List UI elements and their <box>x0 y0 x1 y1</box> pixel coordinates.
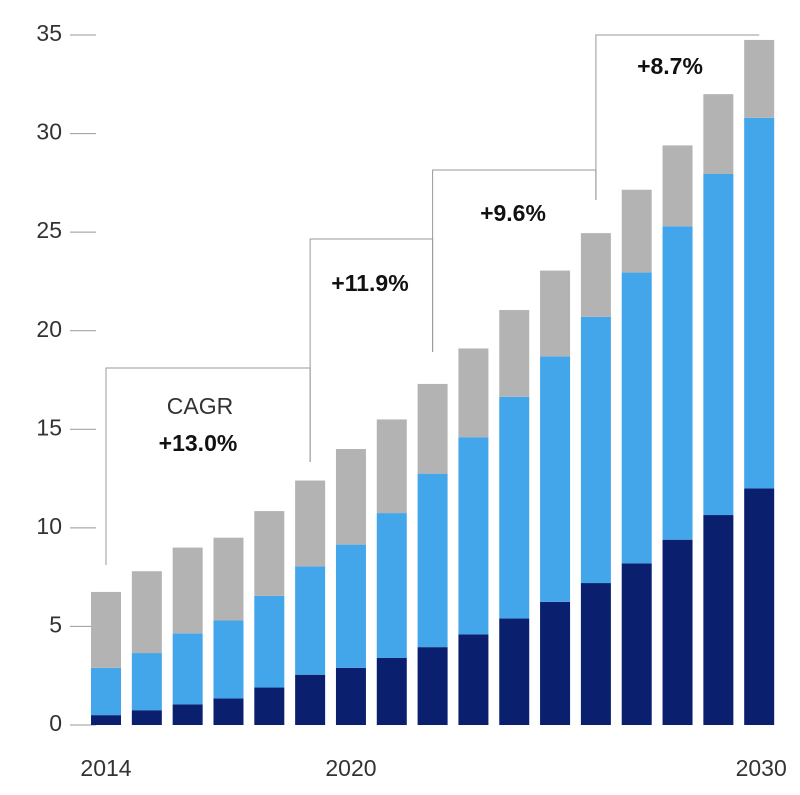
bar-segment <box>580 233 611 317</box>
y-tick-label: 15 <box>36 414 62 440</box>
bar-segment <box>458 437 489 635</box>
bar-segment <box>172 547 203 634</box>
bar-segment <box>295 566 326 675</box>
annotation: +8.7% <box>637 53 703 79</box>
bar-segment <box>417 383 448 474</box>
bar-segment <box>295 480 326 567</box>
bar-segment <box>458 634 489 725</box>
bar-segment <box>621 272 652 564</box>
bar-segment <box>254 595 285 688</box>
y-tick-label: 5 <box>49 612 62 638</box>
bar-segment <box>213 698 244 725</box>
bar-segment <box>703 515 734 725</box>
x-tick-label: 2014 <box>80 755 131 781</box>
bar-segment <box>131 710 162 725</box>
bar-segment <box>213 537 244 621</box>
bracket <box>595 34 760 200</box>
bar-segment <box>91 715 122 725</box>
bar-segment <box>580 583 611 725</box>
bar-segment <box>131 653 162 711</box>
bar-segment <box>376 657 407 725</box>
bar-segment <box>703 94 734 174</box>
bar-segment <box>662 539 693 725</box>
bar-segment <box>744 39 775 118</box>
bar-segment <box>621 189 652 273</box>
bar-segment <box>91 667 122 716</box>
bar-segment <box>91 591 122 668</box>
bar-segment <box>254 511 285 596</box>
bar-segment <box>621 563 652 725</box>
bar-segment <box>703 173 734 516</box>
bar-segment <box>540 601 571 725</box>
annotation: CAGR <box>167 393 233 419</box>
annotation: +11.9% <box>331 270 408 296</box>
annotation: +13.0% <box>159 430 238 456</box>
bar-segment <box>335 667 366 725</box>
bar-segment <box>417 473 448 648</box>
bar-segment <box>662 145 693 227</box>
bar-segment <box>376 513 407 658</box>
bar-segment <box>213 620 244 699</box>
bar-segment <box>744 117 775 489</box>
y-tick-label: 25 <box>36 217 62 243</box>
x-tick-label: 2030 <box>736 755 787 781</box>
bar-segment <box>295 674 326 725</box>
y-tick-label: 0 <box>49 710 62 736</box>
bar-segment <box>335 544 366 668</box>
y-tick-label: 10 <box>36 513 62 539</box>
bar-segment <box>744 488 775 725</box>
bar-segment <box>417 647 448 725</box>
bar-segment <box>499 310 530 397</box>
bar-segment <box>458 348 489 438</box>
bar-segment <box>540 356 571 602</box>
bar-segment <box>499 396 530 619</box>
bar-segment <box>335 449 366 545</box>
bar-segment <box>580 316 611 584</box>
bar-segment <box>172 704 203 725</box>
bar-segment <box>172 633 203 705</box>
y-tick-label: 20 <box>36 316 62 342</box>
bar-segment <box>540 270 571 357</box>
y-tick-label: 30 <box>36 119 62 145</box>
bar-segment <box>662 226 693 540</box>
bar-segment <box>376 419 407 514</box>
bar-segment <box>131 571 162 654</box>
y-tick-label: 35 <box>36 20 62 46</box>
bar-segment <box>254 687 285 725</box>
x-tick-label: 2020 <box>325 755 376 781</box>
annotation: +9.6% <box>480 200 546 226</box>
bar-segment <box>499 618 530 725</box>
